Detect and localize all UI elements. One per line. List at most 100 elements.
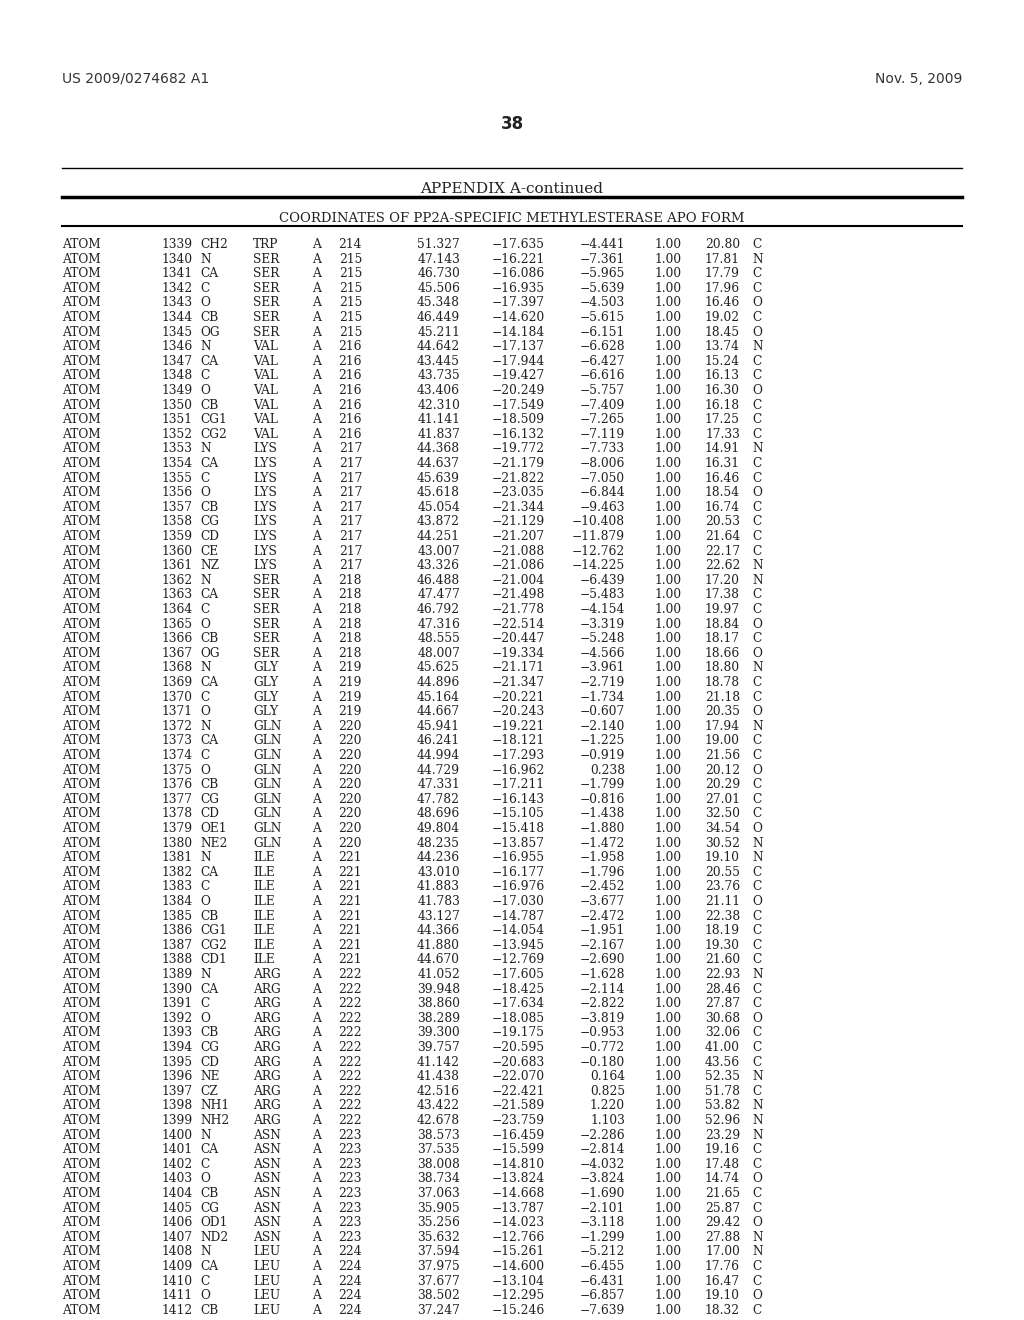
Text: 1.00: 1.00 [655,1245,682,1258]
Text: 44.729: 44.729 [417,763,460,776]
Text: 1351: 1351 [162,413,193,426]
Text: 38: 38 [501,115,523,133]
Text: 220: 220 [339,734,362,747]
Text: −17.030: −17.030 [493,895,545,908]
Text: 1405: 1405 [162,1201,193,1214]
Text: 1388: 1388 [162,953,193,966]
Text: −21.347: −21.347 [492,676,545,689]
Text: 1.00: 1.00 [655,1304,682,1317]
Text: 18.45: 18.45 [705,326,740,339]
Text: −21.498: −21.498 [492,589,545,602]
Text: ATOM: ATOM [62,822,100,836]
Text: ATOM: ATOM [62,326,100,339]
Text: O: O [200,486,210,499]
Text: −13.945: −13.945 [492,939,545,952]
Text: −0.772: −0.772 [580,1041,625,1053]
Text: 17.00: 17.00 [706,1245,740,1258]
Text: C: C [752,1085,761,1098]
Text: ARG: ARG [253,1071,281,1084]
Text: A: A [312,297,321,309]
Text: 1399: 1399 [162,1114,193,1127]
Text: SER: SER [253,267,280,280]
Text: −1.438: −1.438 [580,808,625,821]
Text: −6.439: −6.439 [580,574,625,587]
Text: −6.151: −6.151 [580,326,625,339]
Text: 1382: 1382 [162,866,193,879]
Text: 218: 218 [339,603,362,616]
Text: ATOM: ATOM [62,531,100,543]
Text: C: C [752,734,761,747]
Text: −13.787: −13.787 [492,1201,545,1214]
Text: CG2: CG2 [200,939,227,952]
Text: −3.961: −3.961 [580,661,625,675]
Text: −1.225: −1.225 [580,734,625,747]
Text: N: N [752,1230,763,1243]
Text: −16.143: −16.143 [492,793,545,805]
Text: 22.62: 22.62 [705,560,740,572]
Text: CA: CA [200,734,218,747]
Text: ATOM: ATOM [62,1290,100,1303]
Text: −5.248: −5.248 [580,632,625,645]
Text: C: C [752,1261,761,1272]
Text: ATOM: ATOM [62,355,100,368]
Text: 1358: 1358 [162,515,193,528]
Text: 219: 219 [339,661,362,675]
Text: −17.293: −17.293 [492,748,545,762]
Text: A: A [312,982,321,995]
Text: 222: 222 [338,1012,362,1024]
Text: CA: CA [200,1261,218,1272]
Text: −16.976: −16.976 [492,880,545,894]
Text: C: C [752,924,761,937]
Text: 44.896: 44.896 [417,676,460,689]
Text: A: A [312,1071,321,1084]
Text: 216: 216 [339,399,362,412]
Text: A: A [312,997,321,1010]
Text: 1412: 1412 [162,1304,193,1317]
Text: LEU: LEU [253,1245,281,1258]
Text: −3.319: −3.319 [580,618,625,631]
Text: A: A [312,545,321,557]
Text: N: N [752,252,763,265]
Text: A: A [312,399,321,412]
Text: GLN: GLN [253,793,282,805]
Text: 1370: 1370 [162,690,193,704]
Text: 41.883: 41.883 [417,880,460,894]
Text: 1397: 1397 [162,1085,193,1098]
Text: C: C [752,1201,761,1214]
Text: LYS: LYS [253,545,276,557]
Text: ATOM: ATOM [62,734,100,747]
Text: 1.00: 1.00 [655,880,682,894]
Text: −2.719: −2.719 [580,676,625,689]
Text: −4.566: −4.566 [580,647,625,660]
Text: −14.225: −14.225 [571,560,625,572]
Text: CA: CA [200,355,218,368]
Text: 221: 221 [339,953,362,966]
Text: ATOM: ATOM [62,413,100,426]
Text: N: N [752,968,763,981]
Text: A: A [312,384,321,397]
Text: CB: CB [200,312,218,323]
Text: A: A [312,1129,321,1142]
Text: A: A [312,486,321,499]
Text: ILE: ILE [253,866,274,879]
Text: N: N [200,1129,211,1142]
Text: 1.00: 1.00 [655,661,682,675]
Text: A: A [312,1114,321,1127]
Text: ILE: ILE [253,880,274,894]
Text: 45.506: 45.506 [417,281,460,294]
Text: 218: 218 [339,589,362,602]
Text: 43.007: 43.007 [417,545,460,557]
Text: 1.00: 1.00 [655,793,682,805]
Text: 1.00: 1.00 [655,953,682,966]
Text: C: C [752,866,761,879]
Text: 1.00: 1.00 [655,822,682,836]
Text: ATOM: ATOM [62,1027,100,1039]
Text: 1.00: 1.00 [655,1071,682,1084]
Text: A: A [312,705,321,718]
Text: 22.38: 22.38 [705,909,740,923]
Text: −15.246: −15.246 [492,1304,545,1317]
Text: 22.17: 22.17 [705,545,740,557]
Text: −17.605: −17.605 [492,968,545,981]
Text: O: O [200,1172,210,1185]
Text: 21.64: 21.64 [705,531,740,543]
